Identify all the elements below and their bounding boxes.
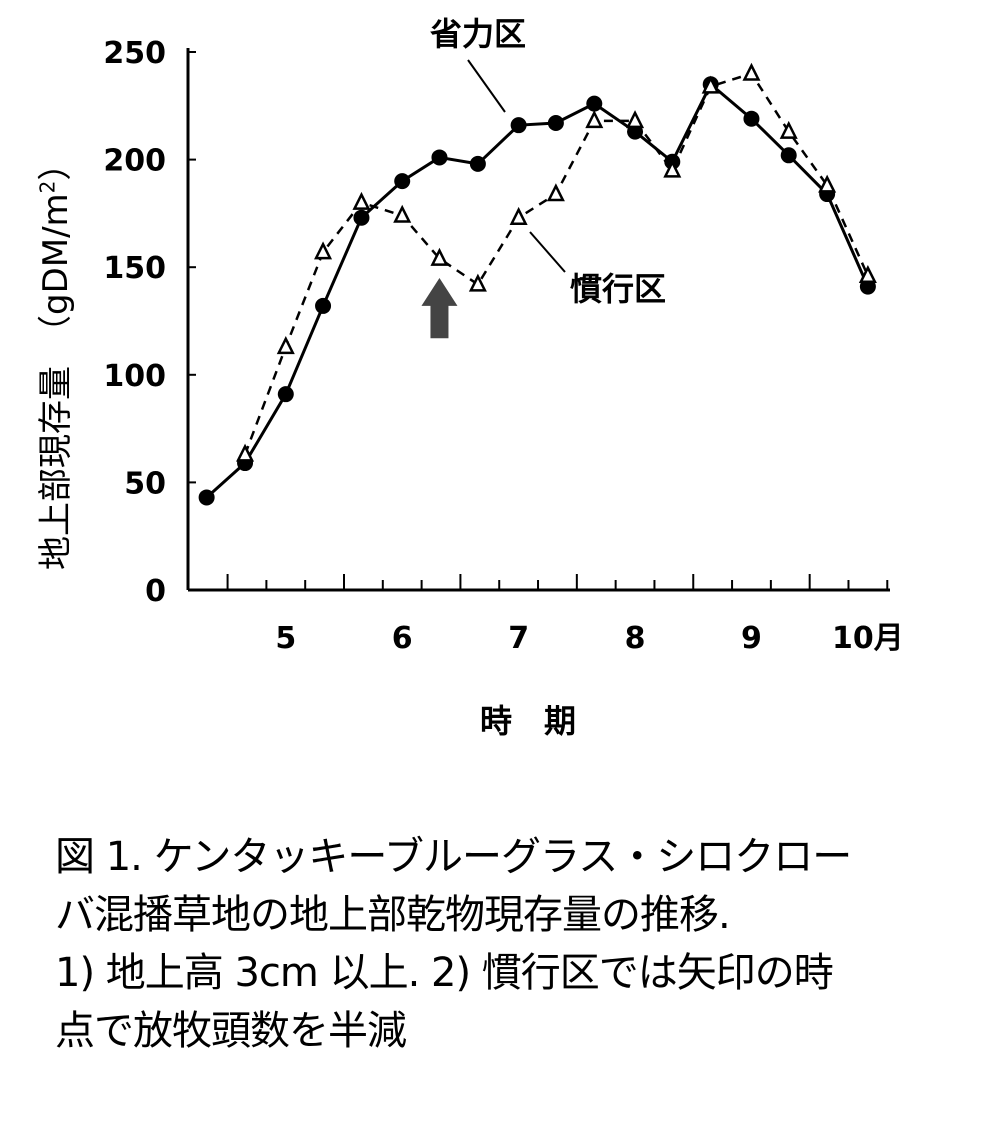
- data-point-triangle: [276, 336, 295, 355]
- data-point-triangle: [585, 110, 604, 129]
- y-axis-unit-sup: 2: [35, 180, 60, 194]
- y-tick-label: 200: [103, 144, 166, 179]
- data-point-triangle: [468, 273, 487, 292]
- data-point-triangle: [742, 62, 761, 81]
- caption-line: 点で放牧頭数を半減: [55, 1008, 407, 1054]
- data-point-triangle: [352, 191, 371, 210]
- data-point-triangle: [779, 120, 798, 139]
- data-point-triangle: [393, 204, 412, 223]
- data-point-circle: [743, 110, 760, 127]
- data-point-circle: [547, 115, 564, 132]
- data-point-circle: [277, 386, 294, 403]
- data-point-triangle: [858, 265, 877, 284]
- y-tick-label: 100: [103, 359, 166, 394]
- data-point-circle: [780, 147, 797, 164]
- data-point-triangle: [701, 75, 720, 94]
- axes: 0 50 100 150 200 250 5 6 7 8 9 10月: [103, 36, 903, 656]
- legend-label-shoryoku: 省力区: [430, 15, 526, 53]
- data-point-triangle: [818, 174, 837, 193]
- x-tick-label: 7: [508, 621, 529, 656]
- y-tick-label: 0: [145, 574, 166, 609]
- series-line-shoryoku: [205, 81, 870, 499]
- caption-line: バ混播草地の地上部乾物現存量の推移.: [55, 892, 731, 938]
- data-point-circle: [431, 149, 448, 166]
- data-point-triangle: [509, 206, 528, 225]
- data-point-circle: [469, 155, 486, 172]
- x-tick-label: 9: [741, 621, 762, 656]
- y-tick-label: 250: [103, 36, 166, 71]
- y-tick-label: 150: [103, 251, 166, 286]
- x-tick-label: 8: [625, 621, 646, 656]
- data-point-circle: [510, 117, 527, 134]
- caption-line: 1) 地上高 3cm 以上. 2) 慣行区では矢印の時: [55, 950, 834, 996]
- data-point-triangle: [430, 247, 449, 266]
- y-tick-label: 50: [124, 466, 166, 501]
- x-tick-label: 5: [275, 621, 296, 656]
- data-point-circle: [353, 209, 370, 226]
- y-axis-label-main: 地上部現存量: [36, 366, 76, 570]
- data-point-triangle: [663, 159, 682, 178]
- y-axis-label: 地上部現存量 （gDM/m2）: [28, 147, 77, 570]
- data-point-triangle: [314, 241, 333, 260]
- data-point-circle: [315, 297, 332, 314]
- caption-line: 図 1. ケンタッキーブルーグラス・シロクロー: [55, 834, 852, 880]
- data-point-circle: [394, 173, 411, 190]
- arrow-icon: [421, 277, 458, 339]
- data-point-triangle: [236, 443, 255, 462]
- figure-caption: 図 1. ケンタッキーブルーグラス・シロクロー バ混播草地の地上部乾物現存量の推…: [55, 828, 852, 1060]
- data-point-triangle: [546, 183, 565, 202]
- x-tick-label: 10月: [832, 621, 904, 656]
- y-axis-unit: （gDM/m: [36, 193, 76, 332]
- data-point-circle: [198, 489, 215, 506]
- data-point-circle: [586, 95, 603, 112]
- legend-leader-shoryoku: [467, 59, 506, 113]
- x-tick-label: 6: [392, 621, 413, 656]
- chart: 0 50 100 150 200 250 5 6 7 8 9 10月 省力区 慣行区 時 期: [103, 15, 903, 740]
- y-axis-unit-close: ）: [36, 146, 76, 181]
- x-axis-label: 時 期: [480, 702, 576, 740]
- legend-label-kanko: 慣行区: [570, 270, 666, 308]
- series-layer: [198, 62, 877, 506]
- data-point-triangle: [626, 110, 645, 129]
- legend-leader-kanko: [529, 231, 566, 273]
